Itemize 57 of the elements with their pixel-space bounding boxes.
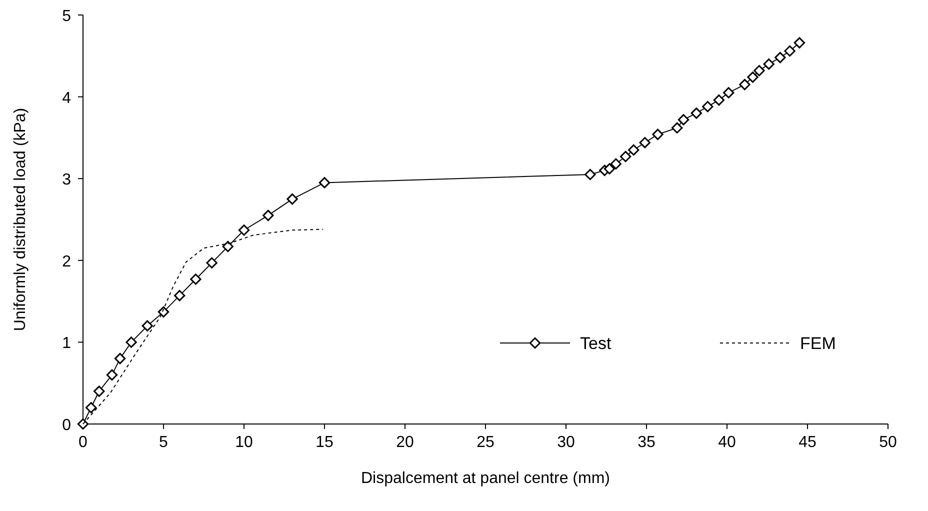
point — [652, 128, 664, 140]
x-tick-label: 5 — [159, 434, 168, 451]
x-tick-label: 35 — [638, 434, 656, 451]
point — [739, 78, 750, 90]
y-tick-label: 0 — [62, 417, 72, 434]
point — [222, 240, 234, 252]
point — [106, 369, 118, 381]
legend-label: FEM — [800, 334, 836, 353]
point — [174, 290, 186, 302]
point — [690, 108, 702, 119]
point — [158, 306, 170, 318]
point — [114, 352, 126, 364]
x-tick-label: 45 — [798, 434, 816, 451]
x-tick-label: 40 — [718, 434, 736, 451]
point — [794, 37, 806, 48]
point — [754, 65, 765, 76]
point — [238, 224, 250, 236]
x-tick-label: 10 — [235, 434, 253, 451]
point — [126, 336, 137, 348]
point — [77, 418, 89, 430]
point — [774, 52, 786, 64]
point — [620, 150, 632, 162]
point — [142, 320, 153, 332]
y-tick-label: 3 — [62, 172, 72, 189]
point — [763, 58, 774, 70]
point — [747, 72, 758, 83]
y-tick-label: 4 — [62, 90, 72, 107]
point — [318, 177, 330, 188]
legend-label: Test — [580, 334, 612, 353]
y-tick-label: 2 — [62, 253, 72, 270]
point — [94, 386, 105, 397]
point — [671, 122, 683, 134]
point — [584, 168, 596, 180]
x-axis-title: Dispalcement at panel centre (mm) — [361, 470, 610, 487]
x-tick-label: 15 — [316, 434, 334, 451]
point — [628, 144, 640, 156]
point — [206, 257, 218, 268]
x-tick-label: 50 — [879, 434, 897, 451]
point — [678, 114, 690, 126]
x-tick-label: 25 — [476, 434, 494, 451]
point — [713, 94, 725, 106]
point — [723, 87, 734, 98]
y-axis-title: Uniformly distributed load (kPa) — [12, 108, 29, 332]
x-tick-label: 30 — [557, 434, 575, 451]
point — [604, 163, 616, 174]
x-tick-label: 20 — [396, 434, 414, 451]
x-tick-label: 0 — [78, 434, 88, 451]
point — [702, 101, 714, 112]
point — [262, 210, 274, 222]
point — [286, 193, 298, 205]
point — [639, 137, 650, 148]
point — [610, 158, 622, 170]
y-tick-label: 1 — [62, 335, 72, 352]
point — [85, 402, 97, 414]
y-tick-label: 5 — [62, 8, 72, 25]
point — [784, 45, 796, 57]
point — [190, 274, 202, 285]
